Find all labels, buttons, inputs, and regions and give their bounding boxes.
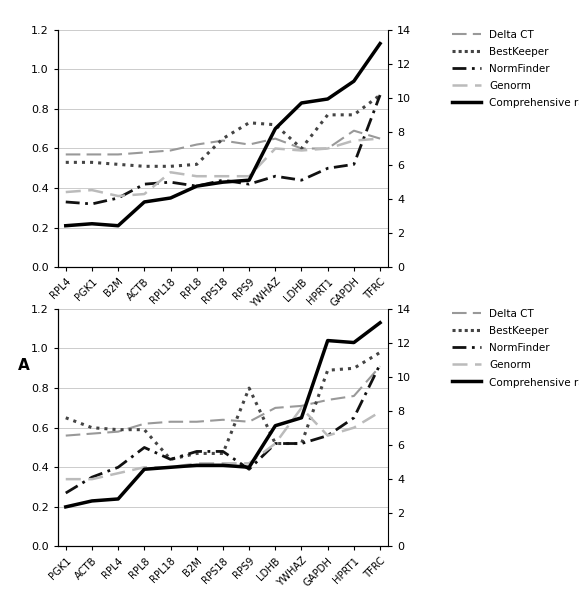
Text: A: A xyxy=(19,358,30,372)
Legend: Delta CT, BestKeeper, NormFinder, Genorm, Comprehensive ranking: Delta CT, BestKeeper, NormFinder, Genorm… xyxy=(448,25,579,112)
Legend: Delta CT, BestKeeper, NormFinder, Genorm, Comprehensive ranking: Delta CT, BestKeeper, NormFinder, Genorm… xyxy=(448,304,579,391)
